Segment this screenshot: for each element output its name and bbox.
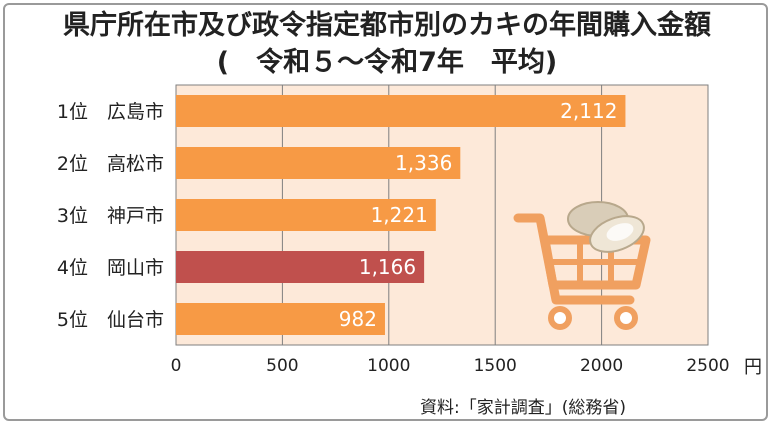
data-label: 2,112: [560, 99, 617, 123]
x-tick-labels: 0 500 1000 1500 2000 2500: [171, 356, 730, 376]
data-label: 982: [339, 307, 377, 331]
x-tick-label: 1500: [474, 356, 517, 376]
x-unit-label: 円: [744, 357, 762, 378]
category-label: 2位 高松市: [57, 153, 164, 175]
bar: [176, 147, 461, 179]
bar-highlighted: [176, 251, 425, 283]
bar: [176, 95, 626, 127]
oyster-icon: [567, 201, 645, 253]
bars: [176, 95, 626, 335]
cart-illustration: [513, 201, 651, 330]
chart-title-line1: 県庁所在市及び政令指定都市別のカキの年間購入金額: [63, 10, 711, 41]
x-tick-label: 1000: [367, 356, 410, 376]
category-label: 1位 広島市: [57, 101, 164, 123]
x-tick-label: 2000: [580, 356, 623, 376]
source-note: 資料:「家計調査」(総務省): [420, 398, 626, 418]
chart-title-line2: ( 令和５～令和7年 平均): [216, 47, 558, 78]
data-labels: 2,112 1,336 1,221 1,166 982: [339, 99, 618, 331]
bar: [176, 303, 385, 335]
category-label: 4位 岡山市: [57, 257, 164, 279]
x-tick-label: 500: [266, 356, 298, 376]
data-label: 1,221: [371, 203, 428, 227]
data-label: 1,336: [395, 151, 452, 175]
x-tick-label: 2500: [686, 356, 729, 376]
bar: [176, 199, 436, 231]
category-label: 3位 神戸市: [57, 205, 164, 227]
category-labels: 1位 広島市 2位 高松市 3位 神戸市 4位 岡山市 5位 仙台市: [57, 101, 164, 331]
x-tick-label: 0: [171, 356, 182, 376]
category-label: 5位 仙台市: [57, 309, 164, 331]
data-label: 1,166: [359, 255, 416, 279]
